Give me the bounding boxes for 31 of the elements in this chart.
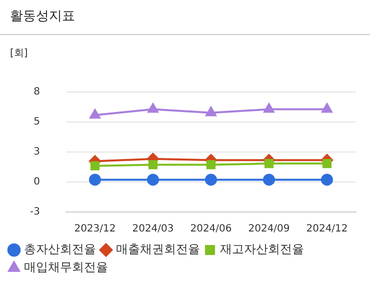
legend-label: 총자산회전율 <box>24 242 96 256</box>
y-tick-label: 8 <box>34 86 40 98</box>
point <box>206 160 216 170</box>
point <box>148 103 158 113</box>
legend-label: 매출채권회전율 <box>116 242 200 256</box>
point <box>90 161 100 170</box>
point <box>204 174 217 186</box>
y-tick-label: 5 <box>34 116 40 128</box>
x-tick-label: 2024/12 <box>306 224 348 235</box>
x-tick-label: 2024/09 <box>248 224 290 235</box>
x-tick-label: 2024/06 <box>190 224 232 235</box>
point <box>320 174 333 186</box>
point <box>148 160 158 170</box>
point <box>264 159 274 168</box>
point <box>206 106 216 116</box>
point <box>264 103 274 113</box>
point <box>322 103 332 113</box>
y-tick-label: 3 <box>34 146 40 158</box>
y-tick-label: -3 <box>30 206 40 218</box>
legend-label: 매입채무회전율 <box>24 260 108 274</box>
legend-label: 재고자산회전율 <box>220 242 304 256</box>
chart-title: 활동성지표 <box>0 0 370 35</box>
x-tick-label: 2023/12 <box>74 224 116 235</box>
y-axis-title: [회] <box>10 47 28 60</box>
x-tick-label: 2024/03 <box>132 224 174 235</box>
y-tick-label: 0 <box>34 176 40 188</box>
point <box>322 159 332 168</box>
point <box>262 174 275 186</box>
point <box>146 174 159 186</box>
point <box>90 109 100 119</box>
point <box>88 174 101 186</box>
